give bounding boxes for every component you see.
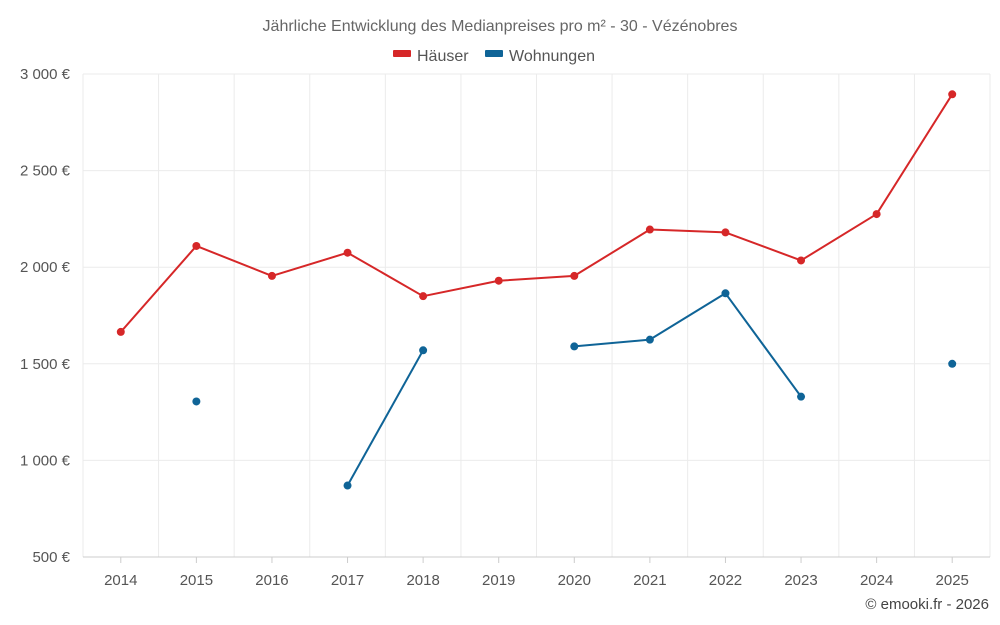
y-tick-label: 2 000 € xyxy=(20,259,71,276)
y-tick-label: 3 000 € xyxy=(20,66,71,83)
series-0 xyxy=(116,90,957,336)
chart-title: Jährliche Entwicklung des Medianpreises … xyxy=(263,18,738,35)
x-tick-label: 2017 xyxy=(331,572,364,589)
x-axis-ticks: 2014 2015 2016 2017 2018 2019 2020 2021 2022 2023… xyxy=(104,557,969,589)
x-tick-label: 2024 xyxy=(860,572,893,589)
x-tick-label: 2023 xyxy=(784,572,817,589)
y-tick-label: 2 500 € xyxy=(20,163,71,180)
data-point[interactable] xyxy=(192,397,201,406)
data-point[interactable] xyxy=(267,271,276,280)
x-tick-label: 2020 xyxy=(558,572,591,589)
series-line xyxy=(346,349,424,487)
x-tick-label: 2022 xyxy=(709,572,742,589)
data-point[interactable] xyxy=(797,256,806,265)
data-point[interactable] xyxy=(494,276,503,285)
data-point[interactable] xyxy=(721,228,730,237)
data-point[interactable] xyxy=(645,225,654,234)
x-tick-label: 2025 xyxy=(936,572,969,589)
data-point[interactable] xyxy=(343,481,352,490)
data-point[interactable] xyxy=(797,392,806,401)
grid xyxy=(82,73,991,558)
series xyxy=(116,90,957,490)
series-line xyxy=(120,93,954,333)
credit-text: © emooki.fr - 2026 xyxy=(865,596,989,613)
series-1 xyxy=(192,289,957,490)
legend-swatch-wohnungen xyxy=(485,50,503,57)
x-tick-label: 2014 xyxy=(104,572,137,589)
data-point[interactable] xyxy=(192,241,201,250)
y-tick-label: 500 € xyxy=(32,549,70,566)
data-point[interactable] xyxy=(948,90,957,99)
data-point[interactable] xyxy=(419,346,428,355)
data-point[interactable] xyxy=(570,342,579,351)
legend: Häuser Wohnungen xyxy=(393,48,595,65)
x-tick-label: 2016 xyxy=(255,572,288,589)
data-point[interactable] xyxy=(645,335,654,344)
legend-item-wohnungen[interactable]: Wohnungen xyxy=(485,48,595,65)
x-tick-label: 2018 xyxy=(406,572,439,589)
data-point[interactable] xyxy=(116,327,125,336)
legend-label-haeuser: Häuser xyxy=(417,48,469,65)
data-point[interactable] xyxy=(872,210,881,219)
data-point[interactable] xyxy=(419,292,428,301)
legend-item-haeuser[interactable]: Häuser xyxy=(393,48,469,65)
data-point[interactable] xyxy=(343,248,352,257)
series-line xyxy=(574,292,802,398)
data-point[interactable] xyxy=(721,289,730,298)
data-point[interactable] xyxy=(948,359,957,368)
y-axis-ticks: 500 € 1 000 € 1 500 € 2 000 € 2 500 € 3 000 € xyxy=(20,66,71,566)
y-tick-label: 1 000 € xyxy=(20,452,71,469)
x-tick-label: 2015 xyxy=(180,572,213,589)
y-tick-label: 1 500 € xyxy=(20,356,71,373)
legend-label-wohnungen: Wohnungen xyxy=(509,48,595,65)
x-tick-label: 2021 xyxy=(633,572,666,589)
legend-swatch-haeuser xyxy=(393,50,411,57)
x-tick-label: 2019 xyxy=(482,572,515,589)
data-point[interactable] xyxy=(570,271,579,280)
